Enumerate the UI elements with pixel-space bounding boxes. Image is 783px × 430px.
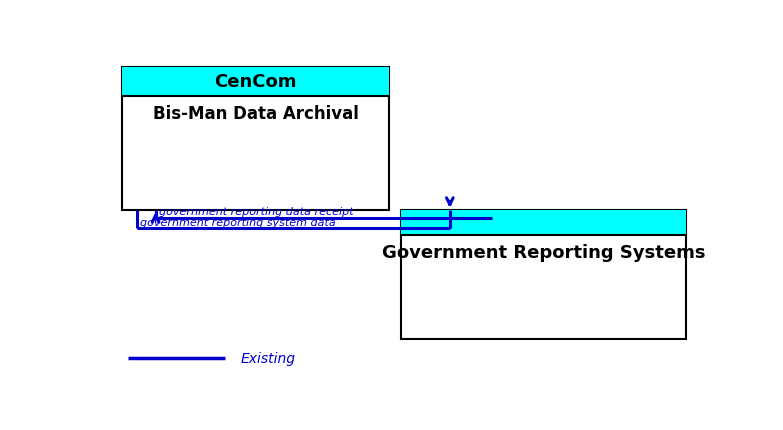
Bar <box>402 211 687 235</box>
Text: government reporting system data: government reporting system data <box>140 217 336 227</box>
Text: CenCom: CenCom <box>215 73 297 91</box>
Bar <box>122 68 389 211</box>
Bar <box>122 68 389 96</box>
Bar <box>402 211 687 340</box>
Text: Bis-Man Data Archival: Bis-Man Data Archival <box>153 104 359 123</box>
Text: Existing: Existing <box>240 351 295 365</box>
Text: government reporting data receipt: government reporting data receipt <box>158 206 353 216</box>
Text: Government Reporting Systems: Government Reporting Systems <box>382 244 705 261</box>
